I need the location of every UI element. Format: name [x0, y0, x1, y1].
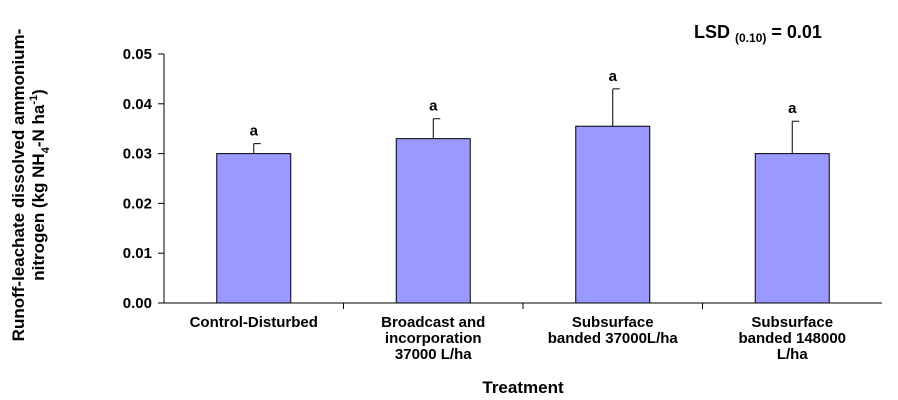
- lsd-main: LSD: [694, 22, 735, 42]
- x-category-label-line: Control-Disturbed: [190, 314, 318, 331]
- x-category-label-line: 37000 L/ha: [395, 346, 472, 363]
- lsd-sub: (0.10): [735, 31, 766, 45]
- x-category-label-line: Subsurface: [751, 314, 833, 331]
- y-tick-label: 0.00: [123, 295, 152, 312]
- bar: [575, 125, 651, 304]
- significance-letter: a: [609, 68, 618, 85]
- y-tick-label: 0.03: [123, 146, 152, 163]
- y-axis-title-line-1: Runoff-leachate dissolved ammonium-: [9, 29, 28, 342]
- bar: [216, 153, 292, 304]
- significance-letter: a: [250, 123, 259, 140]
- x-category-label-line: banded 37000L/ha: [548, 330, 679, 347]
- bars: a a a a: [216, 68, 830, 304]
- x-category-label-line: banded 148000: [738, 330, 846, 347]
- x-axis-title: Treatment: [482, 378, 564, 397]
- y-title-post: ): [29, 89, 48, 95]
- lsd-rest: = 0.01: [766, 22, 822, 42]
- lsd-annotation: LSD (0.10) = 0.01: [694, 22, 822, 45]
- y-tick-label: 0.01: [123, 245, 152, 262]
- y-title-mid: -N ha: [29, 104, 48, 147]
- y-axis-title-line-2: nitrogen (kg NH4-N ha-1): [28, 89, 52, 281]
- y-tick-label: 0.05: [123, 46, 152, 63]
- x-category-label-line: L/ha: [777, 346, 808, 363]
- x-ticks: Control-Disturbed Broadcast and incorporat…: [190, 303, 846, 363]
- y-tick-label: 0.04: [123, 96, 153, 113]
- y-title-sub: 4: [40, 146, 52, 153]
- x-category-label-line: Broadcast and: [381, 314, 485, 331]
- x-category-label: Subsurface banded 148000 L/ha: [738, 314, 846, 363]
- x-category-label: Control-Disturbed: [190, 314, 318, 331]
- x-category-label-line: incorporation: [385, 330, 482, 347]
- x-category-label-line: Subsurface: [572, 314, 654, 331]
- bar: [754, 153, 830, 304]
- significance-letter: a: [429, 98, 438, 115]
- x-category-label: Subsurface banded 37000L/ha: [548, 314, 679, 347]
- significance-letter: a: [788, 100, 797, 117]
- bar: [395, 138, 471, 304]
- y-title-sup: -1: [28, 95, 40, 105]
- y-title-pre: nitrogen (kg NH: [29, 153, 48, 281]
- y-ticks: 0.00 0.01 0.02 0.03 0.04 0.05: [123, 46, 164, 312]
- x-category-label: Broadcast and incorporation 37000 L/ha: [381, 314, 485, 363]
- y-tick-label: 0.02: [123, 195, 152, 212]
